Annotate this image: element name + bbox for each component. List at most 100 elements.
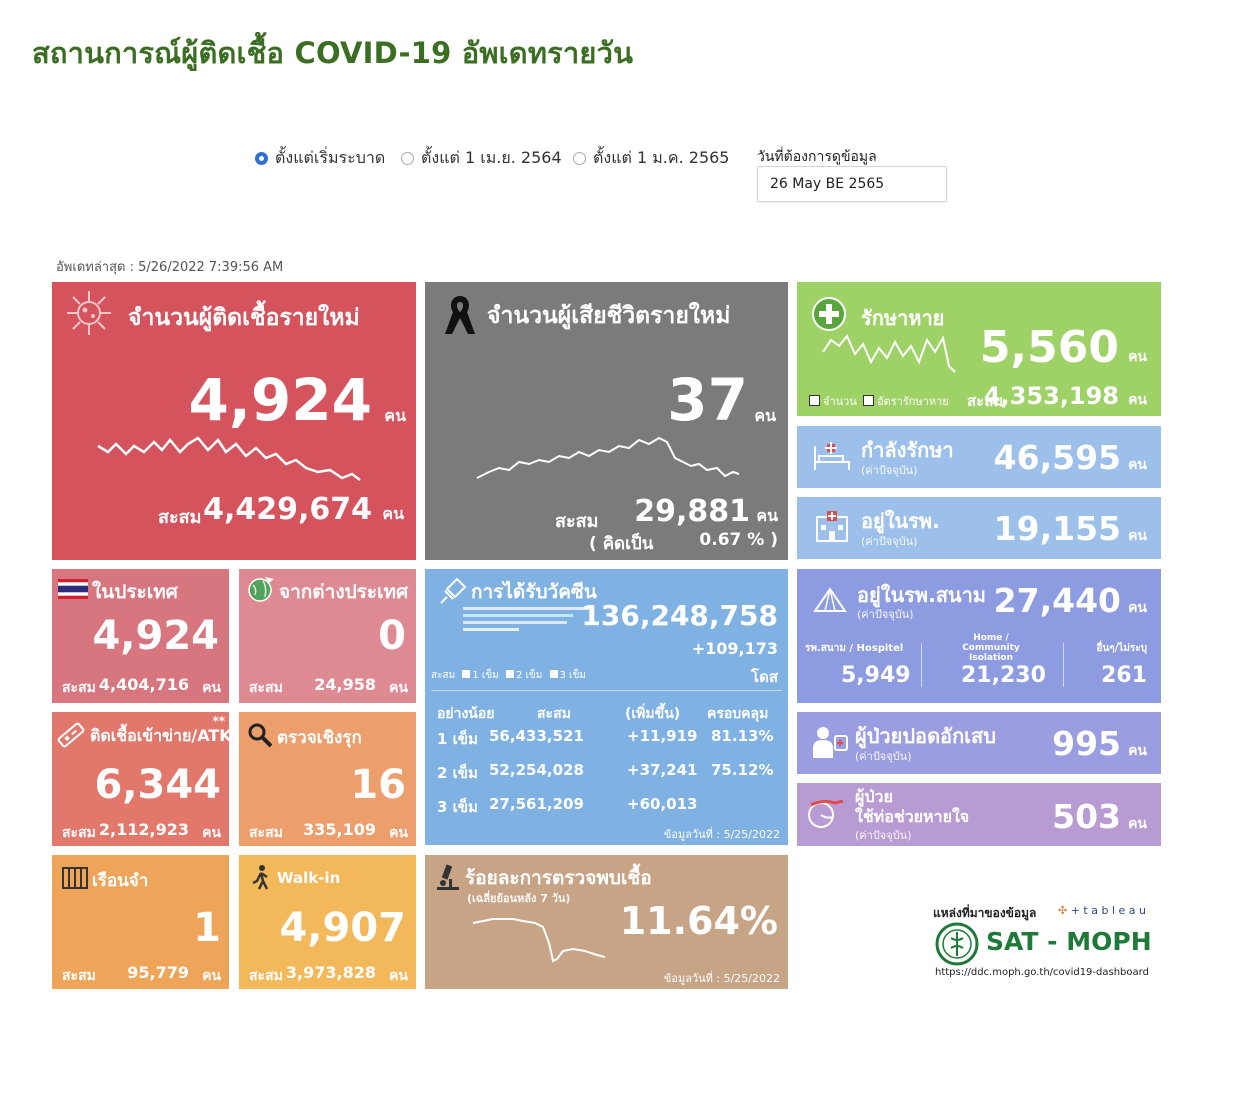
recovered-cum: 4,353,198 [983, 382, 1119, 410]
proactive-cum: 335,109 [303, 820, 376, 839]
domestic-cum: 4,404,716 [98, 675, 189, 694]
page-title: สถานการณ์ผู้ติดเชื้อ COVID-19 อัพเดทรายว… [32, 36, 634, 70]
cum-label: สะสม [249, 825, 283, 841]
walkin-value: 4,907 [279, 905, 406, 951]
vaccine-row-inc: +60,013 [627, 795, 698, 813]
lung-patient-icon [813, 727, 848, 758]
field-col-value: 261 [1101, 663, 1147, 688]
field-hospital-value: 27,440 [993, 581, 1121, 620]
recovered-value: 5,560 [979, 322, 1119, 373]
deaths-trend [476, 436, 740, 479]
cum-label: สะสม [62, 680, 96, 696]
radio-icon[interactable] [573, 152, 586, 165]
tile-title: การได้รับวัคซีน [471, 581, 597, 603]
positivity-trend [472, 918, 606, 963]
field-col-value: 21,230 [961, 663, 1046, 688]
walking-person-icon [252, 865, 269, 890]
cum-label: สะสม [555, 511, 599, 532]
deaths-tile: จำนวนผู้เสียชีวิตรายใหม่ 37 คน สะสม 29,8… [425, 282, 788, 560]
tile-bg [52, 282, 416, 560]
vaccine-increase: +109,173 [691, 639, 778, 658]
legend-swatch-icon [549, 670, 558, 678]
cum-label: สะสม [249, 680, 283, 696]
proactive-tile: ตรวจเชิงรุก 16 สะสม 335,109 คน [239, 712, 416, 846]
vaccine-row-dose: 3 เข็ม [437, 798, 478, 816]
cum-label: สะสม [967, 392, 1004, 410]
cum-label: สะสม [158, 507, 202, 528]
atk-cum: 2,112,923 [98, 820, 189, 839]
unit: คน [382, 504, 404, 523]
hospital-building-icon [816, 511, 848, 542]
source-url[interactable]: https://ddc.moph.go.th/covid19-dashboard [935, 967, 1149, 978]
filter-since-jan-2565[interactable]: ตั้งแต่ 1 ม.ค. 2565 [573, 146, 729, 171]
unit: คน [1128, 349, 1147, 365]
prison-tile: เรือนจำ 1 สะสม 95,779 คน [52, 855, 229, 989]
new-cases-cum: 4,429,674 [203, 492, 372, 527]
radio-selected-icon[interactable] [255, 152, 268, 165]
ventilator-icon [808, 799, 844, 828]
walkin-tile: Walk-in 4,907 สะสม 3,973,828 คน [239, 855, 416, 989]
new-cases-value: 4,924 [188, 366, 372, 434]
tile-title: จำนวนผู้ติดเชื้อรายใหม่ [128, 305, 360, 331]
tile-title: เรือนจำ [92, 871, 149, 891]
unit: คน [202, 680, 221, 696]
treating-tile: กำลังรักษา (ค่าปัจจุบัน) 46,595 คน [797, 426, 1161, 488]
positivity-tile: ร้อยละการตรวจพบเชื้อ (เฉลี่ยย้อนหลัง 7 ว… [425, 855, 788, 989]
vaccine-header-cov: ครอบคลุม [707, 706, 769, 722]
tile-title: อยู่ในรพ.สนาม [857, 583, 986, 607]
tile-title: ใช้ท่อช่วยหายใจ [855, 807, 970, 826]
sat-moph-brand: SAT - MOPH [986, 927, 1152, 956]
prison-bars-icon [62, 867, 88, 889]
thai-flag-icon [58, 579, 88, 599]
legend-swatch-icon [863, 395, 874, 406]
globe-plane-icon [248, 577, 274, 602]
divider [921, 643, 922, 687]
legend-swatch-icon [505, 670, 514, 678]
in-hospital-value: 19,155 [993, 509, 1121, 548]
divider [1063, 643, 1064, 687]
unit: คน [389, 968, 408, 984]
deaths-value: 37 [667, 366, 748, 434]
tile-subtitle: (ค่าปัจจุบัน) [855, 829, 912, 842]
black-ribbon-icon [445, 296, 475, 334]
death-rate-value: 0.67 % ) [699, 530, 778, 550]
domestic-tile: ในประเทศ 4,924 สะสม 4,404,716 คน [52, 569, 229, 703]
vaccine-row-dose: 2 เข็ม [437, 764, 478, 782]
source-label: แหล่งที่มาของข้อมูล [933, 906, 1037, 920]
vaccine-header-cum: สะสม [537, 706, 571, 722]
radio-icon[interactable] [401, 152, 414, 165]
abroad-tile: จากต่างประเทศ 0 สะสม 24,958 คน [239, 569, 416, 703]
date-input[interactable] [757, 166, 947, 202]
new-cases-tile: จำนวนผู้ติดเชื้อรายใหม่ 4,924 คน สะสม 4,… [52, 282, 416, 560]
tile-subtitle: (ค่าปัจจุบัน) [861, 535, 918, 548]
recovered-tile: รักษาหาย 5,560 คน จำนวน อัตรารักษาหาย สะ… [797, 282, 1161, 416]
walkin-cum: 3,973,828 [285, 963, 376, 982]
cum-label: สะสม [62, 825, 96, 841]
vaccine-row-cum: 52,254,028 [489, 761, 584, 779]
filter-label: ตั้งแต่ 1 เม.ย. 2564 [421, 148, 562, 167]
tile-title: อยู่ในรพ. [861, 509, 940, 533]
unit: คน [1128, 816, 1147, 832]
field-col-value: 5,949 [841, 663, 911, 688]
filter-since-apr-2564[interactable]: ตั้งแต่ 1 เม.ย. 2564 [401, 146, 562, 171]
tile-subtitle: (เฉลี่ยย้อนหลัง 7 วัน) [467, 892, 571, 905]
filter-label: ตั้งแต่เริ่มระบาด [275, 148, 386, 167]
domestic-value: 4,924 [92, 613, 219, 659]
treating-value: 46,595 [993, 438, 1121, 477]
tile-title: กำลังรักษา [861, 438, 954, 462]
last-updated: อัพเดทล่าสุด : 5/26/2022 7:39:56 AM [56, 260, 284, 275]
positivity-value: 11.64% [619, 899, 778, 943]
filter-since-outbreak[interactable]: ตั้งแต่เริ่มระบาด [255, 146, 385, 171]
atk-test-icon [57, 722, 85, 748]
death-rate-label: ( คิดเป็น [589, 534, 654, 554]
syringe-icon [440, 577, 467, 604]
vaccine-row-cov: 81.13% [711, 727, 774, 745]
tile-subtitle: (ค่าปัจจุบัน) [861, 464, 918, 477]
tile-title: ติดเชื้อเข้าข่าย/ATK [90, 726, 229, 745]
date-label: วันที่ต้องการดูข้อมูล [757, 149, 877, 165]
tile-title: ผู้ป่วยปอดอักเสบ [855, 724, 996, 748]
field-col-label: Home / Community Isolation [962, 633, 1020, 663]
field-hospital-tile: อยู่ในรพ.สนาม (ค่าปัจจุบัน) 27,440 คน รพ… [797, 569, 1161, 703]
unit: คน [754, 406, 776, 425]
atk-footnote-mark: ** [212, 714, 225, 728]
